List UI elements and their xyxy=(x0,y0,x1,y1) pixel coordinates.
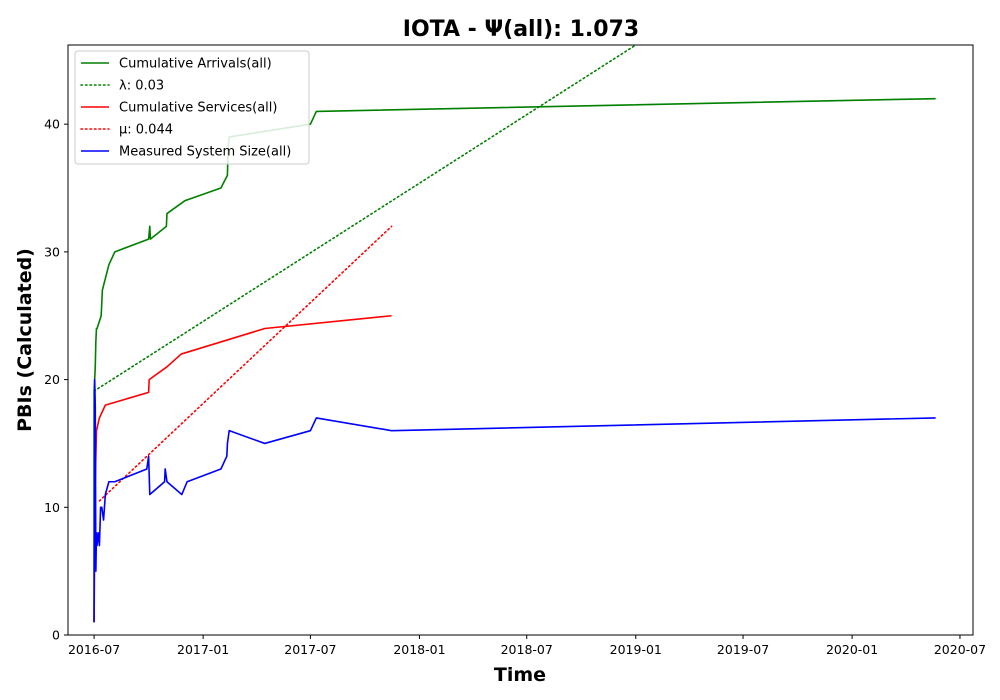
x-tick-label: 2017-01 xyxy=(177,642,229,657)
x-tick-label: 2019-01 xyxy=(610,642,662,657)
legend-box xyxy=(74,50,310,165)
legend: Cumulative Arrivals(all) λ: 0.03 Cumulativ… xyxy=(74,50,310,165)
x-tick-label: 2019-07 xyxy=(717,642,769,657)
legend-label: μ: 0.044 xyxy=(119,123,173,138)
series-line-4 xyxy=(93,378,936,623)
axes-frame xyxy=(67,44,974,636)
x-tick-label: 2016-07 xyxy=(68,642,120,657)
y-tick-label: 0 xyxy=(52,628,60,643)
y-tick-label: 10 xyxy=(44,500,60,515)
legend-label: Cumulative Services(all) xyxy=(119,101,277,116)
series-line-2 xyxy=(93,314,392,623)
x-tick-label: 2018-01 xyxy=(393,642,445,657)
legend-label: Measured System Size(all) xyxy=(119,145,291,160)
x-tick-label: 2020-01 xyxy=(826,642,878,657)
x-tick-label: 2020-07 xyxy=(934,642,986,657)
chart-title: IOTA - Ψ(all): 1.073 xyxy=(403,17,639,42)
series-line-0 xyxy=(93,97,936,623)
x-tick-label: 2017-07 xyxy=(284,642,336,657)
legend-label: Cumulative Arrivals(all) xyxy=(119,57,272,72)
series-line-1 xyxy=(93,45,637,392)
x-axis-label: Time xyxy=(494,664,546,686)
legend-label: λ: 0.03 xyxy=(119,79,164,94)
series-line-3 xyxy=(98,225,393,502)
y-axis-label: PBIs (Calculated) xyxy=(14,248,36,432)
y-tick-label: 20 xyxy=(44,372,60,387)
x-tick-label: 2018-07 xyxy=(501,642,553,657)
y-tick-label: 30 xyxy=(44,244,60,259)
axes: 2016-07 2017-01 2017-07 2018-01 2018-07 2019-… xyxy=(44,44,986,657)
y-tick-label: 40 xyxy=(44,117,60,132)
